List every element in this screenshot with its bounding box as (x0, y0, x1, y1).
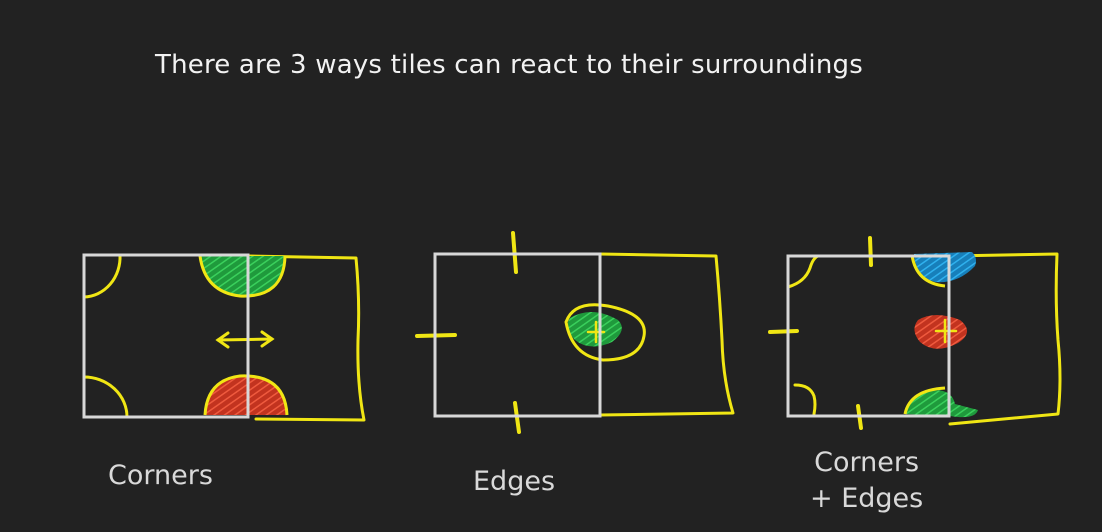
tile-square (433, 252, 602, 418)
edge-tick (768, 329, 799, 334)
caption-corners: Corners (108, 460, 213, 491)
green-edge-blob (567, 311, 622, 347)
corners-edges-diagram (768, 236, 1062, 430)
corner-arc (83, 254, 122, 299)
caption-line: Corners (814, 447, 920, 478)
green-corner-blob (905, 390, 978, 418)
corners-diagram (82, 253, 366, 422)
page-title: There are 3 ways tiles can react to thei… (155, 50, 863, 80)
double-arrow-icon (215, 330, 275, 349)
blue-corner-blob (914, 252, 976, 283)
caption-edges: Edges (473, 466, 556, 497)
green-corner-blob (200, 256, 285, 297)
red-corner-blob (205, 375, 287, 415)
corner-arc (83, 375, 129, 418)
edges-diagram (415, 231, 735, 434)
neighbor-tile-outline (246, 254, 366, 422)
caption-line: + Edges (810, 483, 924, 514)
neighbor-tile-outline (598, 252, 735, 417)
tile-square (82, 253, 250, 419)
neighbor-tile-outline (948, 252, 1062, 426)
corner-arc (786, 254, 820, 289)
tile-square (786, 254, 951, 418)
corner-arc (793, 383, 817, 416)
caption-corners-edges: Corners + Edges (810, 445, 923, 517)
edge-tick (868, 236, 873, 267)
